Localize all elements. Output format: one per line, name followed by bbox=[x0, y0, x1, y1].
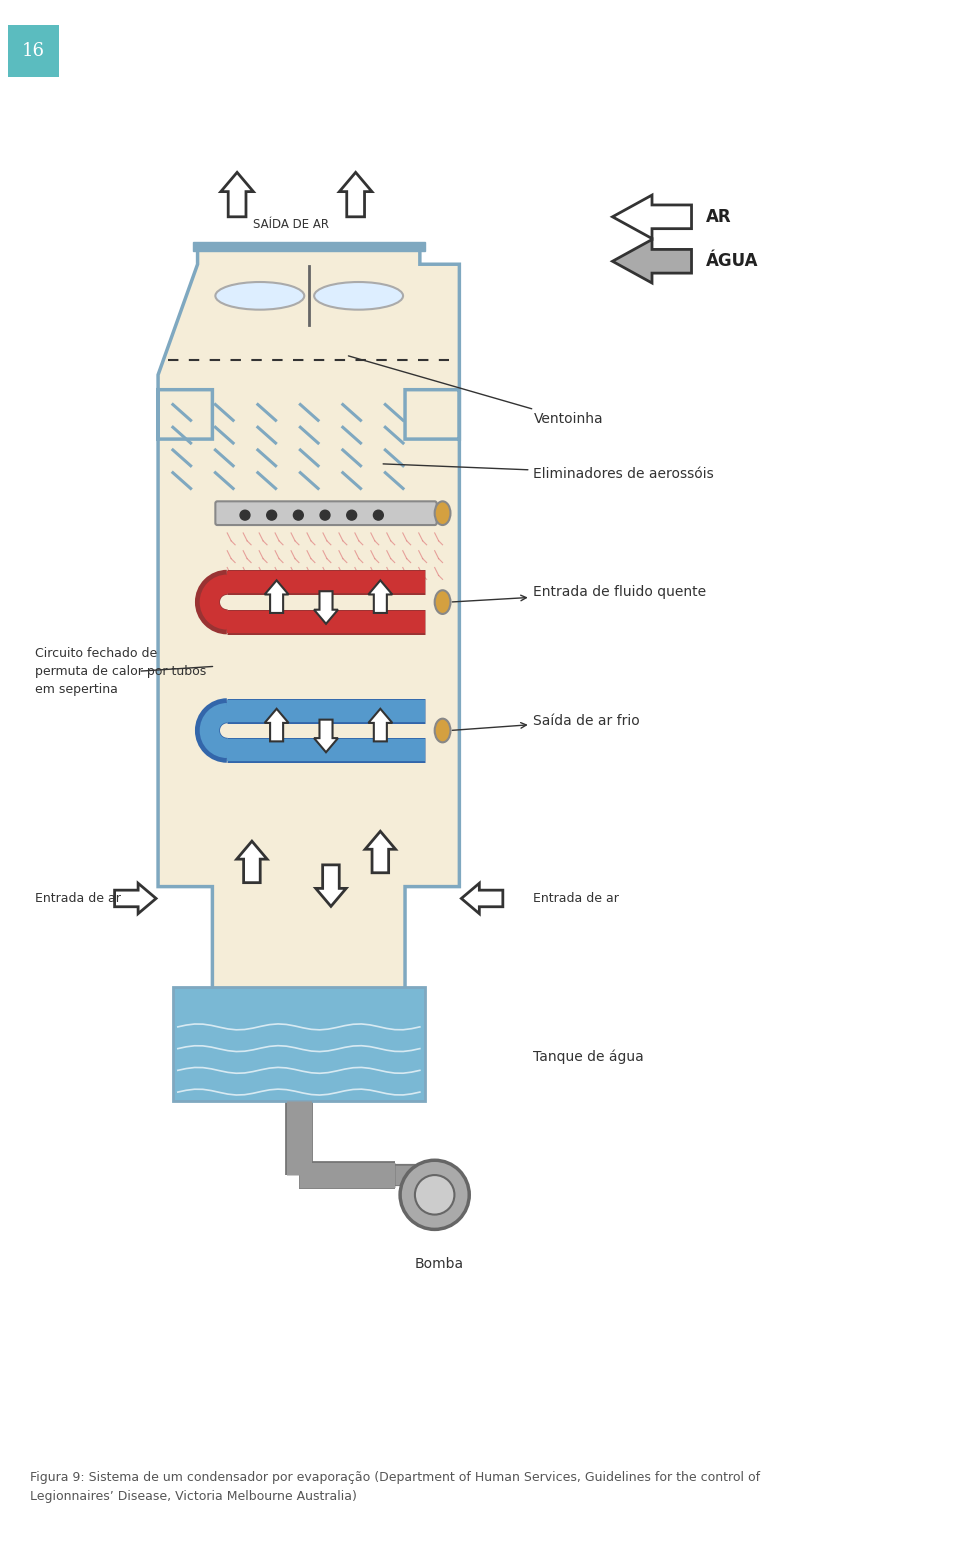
Polygon shape bbox=[314, 592, 338, 624]
Polygon shape bbox=[221, 173, 253, 216]
Polygon shape bbox=[339, 173, 372, 216]
Circle shape bbox=[400, 1160, 469, 1230]
Text: Entrada de ar: Entrada de ar bbox=[534, 891, 619, 905]
Text: SAÍDA DE AR: SAÍDA DE AR bbox=[253, 218, 329, 232]
Ellipse shape bbox=[215, 283, 304, 309]
Ellipse shape bbox=[314, 283, 403, 309]
Text: AR: AR bbox=[707, 209, 732, 226]
FancyBboxPatch shape bbox=[173, 987, 424, 1102]
Polygon shape bbox=[158, 247, 460, 1094]
Polygon shape bbox=[265, 709, 289, 742]
Ellipse shape bbox=[435, 718, 450, 742]
Circle shape bbox=[294, 510, 303, 521]
Ellipse shape bbox=[435, 501, 450, 525]
Polygon shape bbox=[237, 840, 267, 882]
Circle shape bbox=[415, 1176, 454, 1214]
FancyBboxPatch shape bbox=[215, 501, 437, 525]
Text: Circuito fechado de
permuta de calor por tubos
em sepertina: Circuito fechado de permuta de calor por… bbox=[35, 647, 205, 695]
FancyBboxPatch shape bbox=[193, 241, 424, 252]
Polygon shape bbox=[316, 865, 347, 907]
Polygon shape bbox=[612, 239, 691, 283]
Text: Saída de ar frio: Saída de ar frio bbox=[452, 714, 640, 731]
Circle shape bbox=[240, 510, 250, 521]
Polygon shape bbox=[365, 831, 396, 873]
Polygon shape bbox=[314, 720, 338, 752]
Circle shape bbox=[347, 510, 356, 521]
Circle shape bbox=[373, 510, 383, 521]
Polygon shape bbox=[114, 884, 156, 913]
Polygon shape bbox=[612, 195, 691, 238]
Circle shape bbox=[320, 510, 330, 521]
Text: Tanque de água: Tanque de água bbox=[534, 1049, 644, 1065]
Text: Ventoinha: Ventoinha bbox=[348, 355, 603, 426]
Text: 16: 16 bbox=[22, 42, 45, 60]
Polygon shape bbox=[462, 884, 503, 913]
Ellipse shape bbox=[435, 590, 450, 613]
Circle shape bbox=[267, 510, 276, 521]
Text: Bomba: Bomba bbox=[415, 1258, 465, 1272]
Text: Eliminadores de aerossóis: Eliminadores de aerossóis bbox=[383, 464, 714, 480]
Text: ÁGUA: ÁGUA bbox=[707, 252, 758, 270]
FancyBboxPatch shape bbox=[8, 25, 60, 77]
Polygon shape bbox=[265, 581, 289, 613]
Text: Entrada de fluido quente: Entrada de fluido quente bbox=[452, 586, 707, 603]
Text: Figura 9: Sistema de um condensador por evaporação (Department of Human Services: Figura 9: Sistema de um condensador por … bbox=[30, 1471, 759, 1503]
Polygon shape bbox=[369, 709, 393, 742]
Polygon shape bbox=[369, 581, 393, 613]
Text: Entrada de ar: Entrada de ar bbox=[35, 891, 120, 905]
